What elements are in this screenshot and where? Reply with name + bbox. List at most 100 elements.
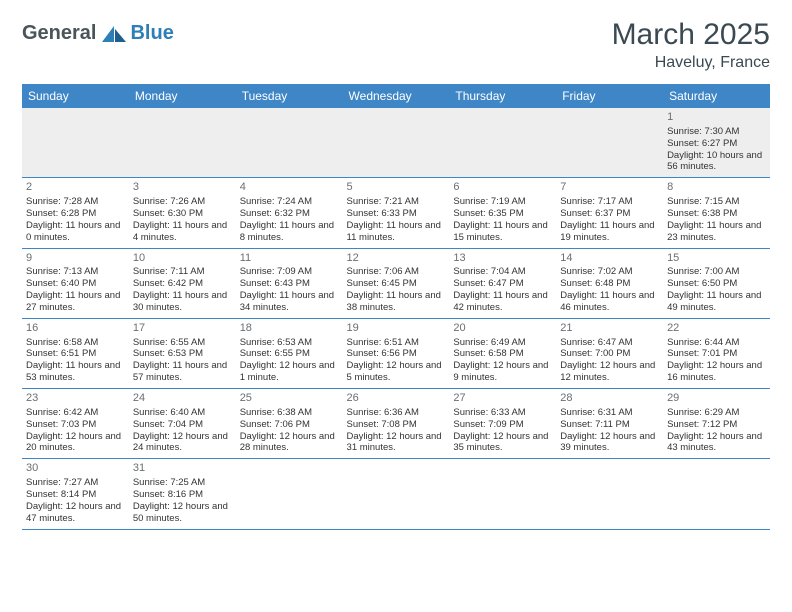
daylight-line: Daylight: 12 hours and 1 minute. (240, 360, 339, 384)
sunset-line: Sunset: 6:33 PM (347, 208, 446, 220)
location-subtitle: Haveluy, France (612, 54, 770, 72)
calendar-week-row: 1Sunrise: 7:30 AMSunset: 6:27 PMDaylight… (22, 108, 770, 178)
sunset-line: Sunset: 6:37 PM (560, 208, 659, 220)
sunset-line: Sunset: 6:58 PM (453, 348, 552, 360)
sunrise-line: Sunrise: 7:02 AM (560, 266, 659, 278)
daylight-line: Daylight: 11 hours and 30 minutes. (133, 290, 232, 314)
day-number: 14 (560, 252, 659, 266)
daylight-line: Daylight: 11 hours and 19 minutes. (560, 220, 659, 244)
sunrise-line: Sunrise: 6:36 AM (347, 407, 446, 419)
daylight-line: Daylight: 12 hours and 5 minutes. (347, 360, 446, 384)
calendar-day-cell: 23Sunrise: 6:42 AMSunset: 7:03 PMDayligh… (22, 389, 129, 459)
sunset-line: Sunset: 7:09 PM (453, 419, 552, 431)
day-number: 29 (667, 392, 766, 406)
daylight-line: Daylight: 11 hours and 42 minutes. (453, 290, 552, 314)
sail-icon (100, 24, 128, 44)
daylight-line: Daylight: 11 hours and 38 minutes. (347, 290, 446, 314)
sunrise-line: Sunrise: 7:21 AM (347, 196, 446, 208)
calendar-day-cell (343, 108, 450, 178)
sunset-line: Sunset: 7:08 PM (347, 419, 446, 431)
calendar-day-cell: 20Sunrise: 6:49 AMSunset: 6:58 PMDayligh… (449, 318, 556, 388)
sunrise-line: Sunrise: 6:47 AM (560, 337, 659, 349)
calendar-day-cell (556, 108, 663, 178)
daylight-line: Daylight: 11 hours and 4 minutes. (133, 220, 232, 244)
page-title: March 2025 (612, 18, 770, 52)
sunset-line: Sunset: 6:35 PM (453, 208, 552, 220)
daylight-line: Daylight: 11 hours and 23 minutes. (667, 220, 766, 244)
sunrise-line: Sunrise: 6:51 AM (347, 337, 446, 349)
calendar-day-cell: 26Sunrise: 6:36 AMSunset: 7:08 PMDayligh… (343, 389, 450, 459)
logo: General Blue (22, 22, 174, 45)
calendar-day-cell: 4Sunrise: 7:24 AMSunset: 6:32 PMDaylight… (236, 178, 343, 248)
sunset-line: Sunset: 7:00 PM (560, 348, 659, 360)
day-header: Sunday (22, 84, 129, 108)
sunset-line: Sunset: 6:30 PM (133, 208, 232, 220)
calendar-day-cell: 24Sunrise: 6:40 AMSunset: 7:04 PMDayligh… (129, 389, 236, 459)
calendar-day-cell (22, 108, 129, 178)
sunrise-line: Sunrise: 7:06 AM (347, 266, 446, 278)
daylight-line: Daylight: 12 hours and 43 minutes. (667, 431, 766, 455)
calendar-day-cell: 12Sunrise: 7:06 AMSunset: 6:45 PMDayligh… (343, 248, 450, 318)
calendar-day-cell: 13Sunrise: 7:04 AMSunset: 6:47 PMDayligh… (449, 248, 556, 318)
calendar-day-cell: 17Sunrise: 6:55 AMSunset: 6:53 PMDayligh… (129, 318, 236, 388)
day-number: 15 (667, 252, 766, 266)
calendar-day-cell: 28Sunrise: 6:31 AMSunset: 7:11 PMDayligh… (556, 389, 663, 459)
calendar-day-cell: 11Sunrise: 7:09 AMSunset: 6:43 PMDayligh… (236, 248, 343, 318)
daylight-line: Daylight: 11 hours and 34 minutes. (240, 290, 339, 314)
sunrise-line: Sunrise: 6:29 AM (667, 407, 766, 419)
sunrise-line: Sunrise: 6:42 AM (26, 407, 125, 419)
sunrise-line: Sunrise: 6:49 AM (453, 337, 552, 349)
calendar-day-cell (449, 108, 556, 178)
sunrise-line: Sunrise: 7:27 AM (26, 477, 125, 489)
day-number: 2 (26, 181, 125, 195)
calendar-day-cell: 22Sunrise: 6:44 AMSunset: 7:01 PMDayligh… (663, 318, 770, 388)
day-number: 13 (453, 252, 552, 266)
calendar-week-row: 16Sunrise: 6:58 AMSunset: 6:51 PMDayligh… (22, 318, 770, 388)
sunset-line: Sunset: 6:40 PM (26, 278, 125, 290)
calendar-day-cell (236, 108, 343, 178)
sunrise-line: Sunrise: 7:13 AM (26, 266, 125, 278)
calendar-day-cell: 18Sunrise: 6:53 AMSunset: 6:55 PMDayligh… (236, 318, 343, 388)
day-number: 12 (347, 252, 446, 266)
calendar-day-cell: 27Sunrise: 6:33 AMSunset: 7:09 PMDayligh… (449, 389, 556, 459)
calendar-table: SundayMondayTuesdayWednesdayThursdayFrid… (22, 84, 770, 530)
day-number: 17 (133, 322, 232, 336)
daylight-line: Daylight: 11 hours and 27 minutes. (26, 290, 125, 314)
daylight-line: Daylight: 12 hours and 16 minutes. (667, 360, 766, 384)
sunset-line: Sunset: 7:12 PM (667, 419, 766, 431)
calendar-body: 1Sunrise: 7:30 AMSunset: 6:27 PMDaylight… (22, 108, 770, 529)
calendar-week-row: 9Sunrise: 7:13 AMSunset: 6:40 PMDaylight… (22, 248, 770, 318)
sunrise-line: Sunrise: 7:00 AM (667, 266, 766, 278)
sunrise-line: Sunrise: 6:40 AM (133, 407, 232, 419)
day-header: Wednesday (343, 84, 450, 108)
day-number: 9 (26, 252, 125, 266)
sunrise-line: Sunrise: 6:44 AM (667, 337, 766, 349)
day-number: 1 (667, 111, 766, 125)
day-number: 27 (453, 392, 552, 406)
sunrise-line: Sunrise: 6:53 AM (240, 337, 339, 349)
day-number: 11 (240, 252, 339, 266)
sunset-line: Sunset: 7:03 PM (26, 419, 125, 431)
sunset-line: Sunset: 6:42 PM (133, 278, 232, 290)
calendar-day-cell: 3Sunrise: 7:26 AMSunset: 6:30 PMDaylight… (129, 178, 236, 248)
day-number: 16 (26, 322, 125, 336)
calendar-day-cell: 21Sunrise: 6:47 AMSunset: 7:00 PMDayligh… (556, 318, 663, 388)
calendar-day-cell (449, 459, 556, 529)
daylight-line: Daylight: 12 hours and 39 minutes. (560, 431, 659, 455)
daylight-line: Daylight: 12 hours and 12 minutes. (560, 360, 659, 384)
calendar-day-cell (556, 459, 663, 529)
day-header: Friday (556, 84, 663, 108)
day-number: 20 (453, 322, 552, 336)
sunrise-line: Sunrise: 6:38 AM (240, 407, 339, 419)
calendar-day-cell: 25Sunrise: 6:38 AMSunset: 7:06 PMDayligh… (236, 389, 343, 459)
calendar-day-cell: 9Sunrise: 7:13 AMSunset: 6:40 PMDaylight… (22, 248, 129, 318)
sunset-line: Sunset: 7:01 PM (667, 348, 766, 360)
sunset-line: Sunset: 6:51 PM (26, 348, 125, 360)
daylight-line: Daylight: 12 hours and 24 minutes. (133, 431, 232, 455)
calendar-day-cell: 6Sunrise: 7:19 AMSunset: 6:35 PMDaylight… (449, 178, 556, 248)
calendar-day-cell: 7Sunrise: 7:17 AMSunset: 6:37 PMDaylight… (556, 178, 663, 248)
sunset-line: Sunset: 6:55 PM (240, 348, 339, 360)
sunset-line: Sunset: 6:45 PM (347, 278, 446, 290)
sunrise-line: Sunrise: 7:11 AM (133, 266, 232, 278)
daylight-line: Daylight: 11 hours and 11 minutes. (347, 220, 446, 244)
